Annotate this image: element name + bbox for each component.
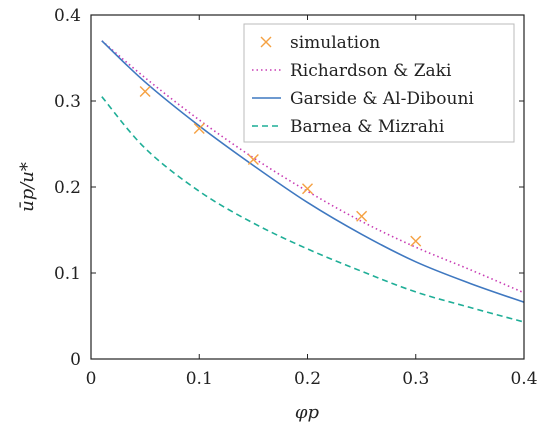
data-point: [356, 210, 368, 222]
legend: simulation Richardson & Zaki Garside & Al-…: [243, 23, 515, 143]
x-tick-label: 0.1: [186, 369, 213, 389]
series-line: [101, 96, 525, 323]
legend-label: Barnea & Mizrahi: [290, 117, 445, 137]
legend-item: Richardson & Zaki: [252, 61, 452, 81]
data-point: [139, 86, 151, 98]
legend-item: simulation: [260, 33, 380, 53]
series-layer: [101, 40, 525, 323]
ticks-layer: 0 0.1 0.2 0.3 0.4 0 0.1 0.2 0.3 0.4: [54, 6, 538, 389]
series-line: [101, 40, 525, 294]
y-tick-label: 0.2: [54, 178, 81, 198]
data-point: [410, 235, 422, 247]
y-tick-label: 0.1: [54, 264, 81, 284]
legend-items: simulation Richardson & Zaki Garside & Al-…: [252, 33, 474, 137]
legend-label: simulation: [290, 33, 380, 53]
legend-label: Richardson & Zaki: [290, 61, 452, 81]
y-tick-label: 0.4: [54, 6, 81, 26]
x-tick-label: 0: [86, 369, 97, 389]
legend-item: Barnea & Mizrahi: [252, 117, 445, 137]
y-tick-label: 0.3: [54, 92, 81, 112]
x-tick-label: 0.3: [402, 369, 429, 389]
data-point: [302, 183, 313, 195]
legend-box: [243, 23, 515, 143]
legend-label: Garside & Al-Dibouni: [290, 89, 474, 109]
x-axis-label: φp: [295, 402, 320, 423]
legend-item: Garside & Al-Dibouni: [252, 89, 474, 109]
x-tick-label: 0.4: [510, 369, 537, 389]
y-tick-label: 0: [70, 350, 81, 370]
series-line: [101, 40, 525, 303]
x-tick-label: 0.2: [294, 369, 321, 389]
data-point: [247, 153, 259, 165]
data-point: [193, 123, 205, 135]
y-axis-label: ūp/u*: [17, 162, 38, 212]
